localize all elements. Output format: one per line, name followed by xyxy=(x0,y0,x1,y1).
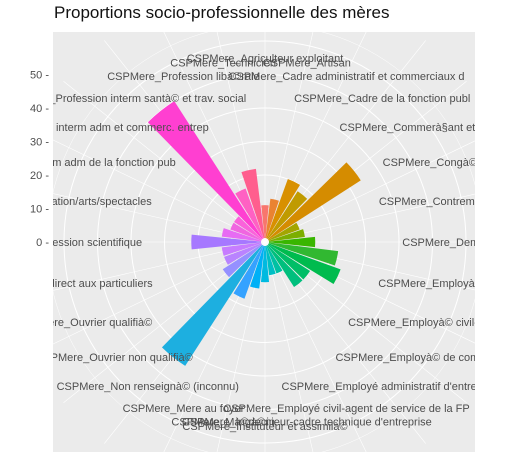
category-label: service direct aux particuliers xyxy=(11,278,153,290)
bar xyxy=(230,222,262,241)
category-label: CSPMere_Mere au foyer xyxy=(123,403,245,415)
bar xyxy=(235,188,264,239)
bar xyxy=(233,245,264,299)
bar xyxy=(267,191,308,240)
bar xyxy=(266,245,283,274)
grid-spoke xyxy=(63,81,266,243)
category-label: ssion interm adm et commerc. entrep xyxy=(27,122,209,134)
bar xyxy=(261,205,269,239)
category-label: CSPMere_Mà©decin xyxy=(171,417,274,429)
category-label: CSPMere_Agriculteur exploitant xyxy=(187,53,344,65)
bar xyxy=(241,168,265,239)
category-label: CSPMere_Demande xyxy=(402,237,504,249)
grid-spoke xyxy=(264,140,475,243)
category-label: CSPMere_Profession libà©rale xyxy=(107,71,259,83)
bar xyxy=(267,244,303,288)
category-label: n information/arts/spectacles xyxy=(12,196,153,208)
bar xyxy=(268,243,341,285)
y-tick-label: 40 - xyxy=(30,103,49,115)
y-tick-label: 50 - xyxy=(30,70,49,82)
category-label: CSPMere_Congà© p xyxy=(383,157,487,169)
bar xyxy=(265,198,279,239)
grid-spoke xyxy=(53,139,266,243)
bar xyxy=(267,162,361,240)
category-label: CSPMere_Technicien xyxy=(170,57,276,69)
y-tick-label: 10 - xyxy=(30,204,49,216)
category-label: CSPMere_Commerà§ant et a xyxy=(340,122,486,134)
category-label: CSPMere_Employà© de comm xyxy=(335,352,488,364)
bar xyxy=(260,245,270,283)
category-label: CSPMere_Cadre administratif et commercia… xyxy=(229,71,465,83)
y-axis-ticks: 0 - 10 - 20 - 30 - 40 - 50 - xyxy=(30,70,49,250)
category-label: CSPMere_Employé civil-agent de service d… xyxy=(223,403,469,415)
bar xyxy=(268,229,305,242)
bar xyxy=(221,242,262,256)
bar xyxy=(224,243,262,265)
bar xyxy=(250,245,265,289)
category-labels: CSPMere_Agriculteur exploitantCSPMere_Ar… xyxy=(11,53,512,433)
category-label: CSPMere_Contremaà®tre-a xyxy=(379,196,512,208)
category-label: CSPMere_Instituteur et assimilà© xyxy=(182,421,347,433)
y-tick-label: 30 - xyxy=(30,137,49,149)
bar xyxy=(265,245,276,276)
bars-group xyxy=(147,101,361,366)
category-label: CSPMere_Employé administratif d'entrep xyxy=(282,381,483,393)
bar xyxy=(147,101,263,240)
bar xyxy=(234,216,263,240)
bar xyxy=(268,222,300,241)
chart-title: Proportions socio-professionnelle des mè… xyxy=(54,3,390,22)
category-label: eur. profession scientifique xyxy=(12,237,142,249)
bar xyxy=(268,242,339,266)
category-label: CSPMere_Artisan xyxy=(263,57,351,69)
bar xyxy=(222,244,263,278)
bar xyxy=(268,236,316,248)
y-tick-label: 20 - xyxy=(30,170,49,182)
category-label: on interm adm de la fonction pub xyxy=(16,157,176,169)
category-label: CSPMere_Employà© admini xyxy=(378,278,512,290)
category-label: SPMere_Ouvrier non qualifià© xyxy=(43,352,192,364)
bar xyxy=(161,244,263,366)
category-label: CSPMere_Ingà©nieur-cadre technique d'ent… xyxy=(182,417,432,429)
category-label: CSPMere_Cadre de la fonction publ xyxy=(294,93,470,105)
bar xyxy=(221,228,262,242)
category-label: CSPMere_Non renseignà© (inconnu) xyxy=(57,381,239,393)
category-label: CSPMere_Employà© civil-agent de xyxy=(348,317,512,329)
bar xyxy=(191,234,262,250)
grid-spoke xyxy=(264,241,367,452)
grid-spoke xyxy=(264,241,314,452)
y-tick-label: 0 - xyxy=(36,237,49,249)
category-label: Mere_Ouvrier qualifià© xyxy=(39,317,152,329)
bar xyxy=(267,244,311,280)
category-label: _Profession interm santà© et trav. socia… xyxy=(48,93,246,105)
bar xyxy=(266,179,301,239)
grid-spoke xyxy=(264,193,475,243)
